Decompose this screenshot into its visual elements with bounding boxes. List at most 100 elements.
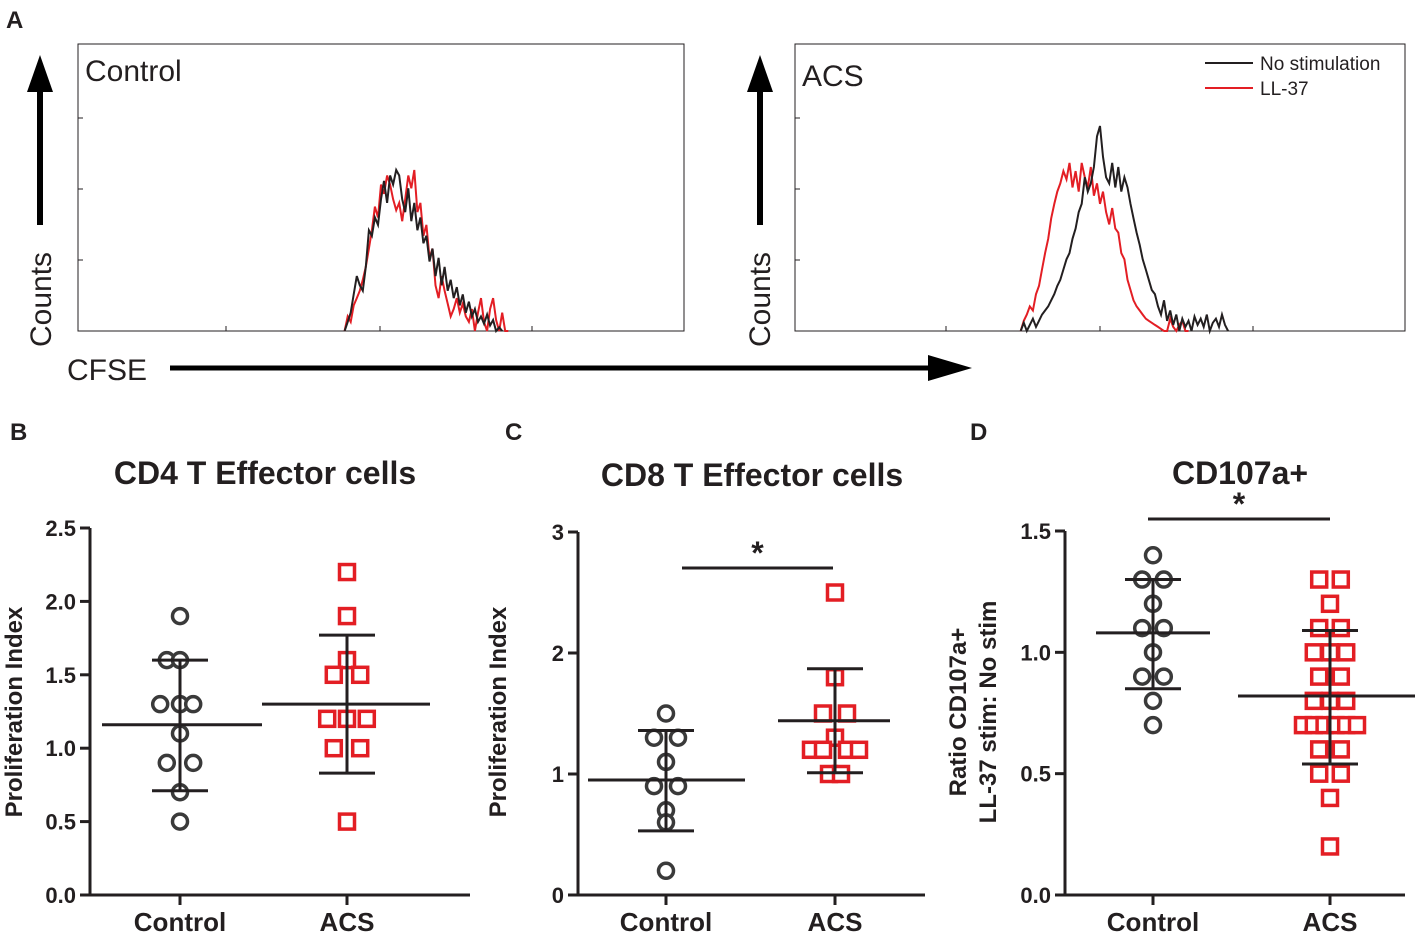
data-point-control [1154, 667, 1174, 686]
chart-title-b: CD4 T Effector cells [114, 455, 416, 491]
data-point-acs [357, 709, 377, 729]
data-point-control [183, 753, 203, 773]
data-point-control [644, 728, 664, 747]
y-tick-label: 2.0 [45, 589, 76, 614]
x-tick-label-control: Control [620, 907, 712, 936]
data-point-acs [1336, 643, 1356, 662]
panel-d: D CD107a+ Ratio CD107a+ LL-37 stim: No s… [945, 419, 1415, 936]
histogram-line-ll-37 [1019, 162, 1189, 333]
panel-a: A Control Counts CFSE ACS Counts [6, 7, 1406, 387]
y-label-d-line1: Ratio CD107a+ [945, 628, 972, 797]
y-tick-label: 1.5 [45, 663, 76, 688]
x-ticks-acs [945, 326, 1254, 331]
y-tick-label: 0.0 [1020, 883, 1051, 908]
x-tick-label-acs: ACS [1303, 907, 1358, 936]
data-point-acs [350, 665, 370, 685]
plot-frame-control [77, 43, 685, 332]
panel-letter-c: C [505, 419, 522, 446]
data-point-acs [324, 738, 344, 758]
data-point-acs [317, 709, 337, 729]
significance-star: * [751, 535, 764, 571]
data-point-acs [1309, 667, 1329, 686]
data-point-acs [813, 704, 833, 723]
data-point-control [1132, 667, 1152, 686]
x-tick-label-control: Control [1107, 907, 1199, 936]
panel-letter-d: D [970, 419, 987, 446]
histogram-lines-acs [1019, 125, 1229, 335]
scatter-plot-b: 0.0 0.5 1.0 1.5 2.0 2.5 Control ACS [45, 516, 470, 936]
data-point-acs [337, 606, 357, 626]
y-label-b: Proliferation Index [1, 606, 28, 817]
plot-frame-acs [794, 43, 1406, 332]
y-label-counts-acs: Counts [744, 252, 777, 347]
histogram-lines-control [343, 167, 509, 334]
data-point-acs [1309, 764, 1329, 783]
data-point-acs [1304, 643, 1324, 662]
data-point-acs [849, 740, 869, 760]
y-label-c: Proliferation Index [485, 606, 512, 817]
data-point-acs [813, 740, 833, 760]
y-tick-label: 0.0 [45, 883, 76, 908]
histogram-line-no-stimulation [343, 167, 503, 334]
data-point-acs [1331, 570, 1351, 589]
panel-c: C CD8 T Effector cells Proliferation Ind… [485, 419, 925, 936]
counts-arrowhead-acs [747, 55, 773, 92]
x-tick-label-control: Control [134, 907, 226, 936]
data-point-acs [1331, 667, 1351, 686]
legend-label-no-stimulation: No stimulation [1260, 54, 1380, 75]
data-point-control [1143, 546, 1163, 565]
y-tick-label: 0.5 [1020, 762, 1051, 787]
y-tick-label: 1 [552, 762, 564, 787]
data-point-acs [1320, 594, 1340, 614]
histogram-title-control: Control [85, 55, 182, 88]
data-point-acs [1347, 715, 1367, 735]
y-tick-label: 2.5 [45, 516, 76, 541]
significance-star: * [1233, 486, 1246, 522]
data-point-control [656, 704, 676, 723]
data-point-acs [1309, 570, 1329, 589]
data-point-acs [1331, 618, 1351, 638]
data-point-control [157, 753, 177, 773]
y-tick-label: 1.0 [1020, 640, 1051, 665]
data-point-acs [837, 704, 857, 723]
chart-title-d: CD107a+ [1172, 455, 1308, 491]
y-tick-label: 0.5 [45, 810, 76, 835]
data-point-acs [825, 583, 845, 602]
cfse-arrowhead [928, 355, 972, 381]
x-label-cfse: CFSE [67, 354, 147, 387]
data-point-control [656, 861, 676, 881]
x-tick-label-acs: ACS [320, 907, 375, 936]
data-point-control [183, 694, 203, 714]
data-point-acs [1309, 740, 1329, 759]
data-point-acs [1331, 740, 1351, 759]
data-point-control [1143, 715, 1163, 735]
data-point-acs [324, 665, 344, 685]
y-tick-label: 3 [552, 520, 564, 545]
histogram-control: Control Counts [25, 43, 685, 347]
data-point-control [1143, 691, 1163, 711]
y-label-counts-control: Counts [25, 252, 58, 347]
scatter-plot-c: 0 1 2 3 Control ACS * [552, 520, 925, 936]
legend-label-ll37: LL-37 [1260, 79, 1309, 100]
data-point-acs [1309, 618, 1329, 638]
y-label-d-line2: LL-37 stim: No stim [975, 601, 1002, 824]
scatter-plot-d: 0.0 0.5 1.0 1.5 Control ACS * [1020, 486, 1415, 936]
y-tick-label: 1.5 [1020, 519, 1051, 544]
y-ticks-control [78, 117, 83, 332]
data-point-acs [1320, 788, 1340, 808]
y-tick-label: 2 [552, 641, 564, 666]
histogram-acs: ACS Counts No stimulation LL-37 [744, 43, 1406, 347]
chart-title-c: CD8 T Effector cells [601, 457, 903, 493]
panel-letter-a: A [6, 7, 23, 34]
data-point-acs [350, 738, 370, 758]
panel-b: B CD4 T Effector cells Proliferation Ind… [1, 419, 470, 936]
y-ticks-acs [795, 117, 800, 332]
histogram-line-no-stimulation [1019, 125, 1229, 335]
data-point-acs [1331, 764, 1351, 783]
histogram-line-ll-37 [343, 169, 509, 332]
data-point-control [170, 812, 190, 831]
data-point-acs [337, 812, 357, 831]
x-ticks-control [225, 326, 533, 331]
legend: No stimulation LL-37 [1205, 54, 1380, 100]
